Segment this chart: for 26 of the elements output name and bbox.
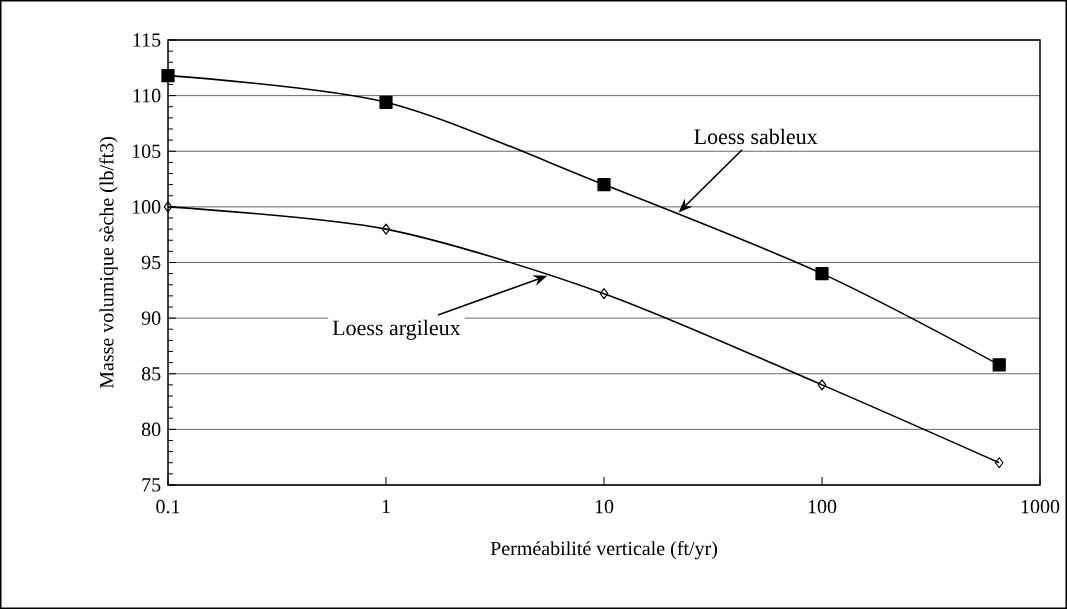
x-tick-label: 1000 <box>1021 499 1060 514</box>
point <box>599 288 609 300</box>
x-axis-title: Perméabilité verticale (ft/yr) <box>490 540 718 560</box>
x-tick-label: 10 <box>595 499 614 514</box>
x-tick-label: 1 <box>382 499 390 514</box>
point <box>597 178 611 192</box>
annotation: Loess argileux <box>332 319 461 340</box>
y-tick-label: 90 <box>141 311 161 325</box>
x-tick-label: 100 <box>808 499 837 514</box>
y-axis-title: Masse volumique sèche (lb/ft3) <box>99 136 118 389</box>
y-tick-label: 115 <box>133 33 161 47</box>
y-tick-label: 110 <box>133 88 161 103</box>
point <box>379 95 393 109</box>
y-tick-label: 100 <box>132 200 161 214</box>
point <box>817 379 827 391</box>
y-tick-label: 85 <box>141 366 161 381</box>
y-tick-label: 105 <box>132 144 161 158</box>
x-tick-label: 0.1 <box>156 499 180 514</box>
y-tick-label: 80 <box>141 422 161 437</box>
point <box>815 267 829 281</box>
point <box>161 68 175 83</box>
y-tick-label: 75 <box>142 478 161 492</box>
y-tick-label: 95 <box>141 255 161 270</box>
annotation: Loess sableux <box>694 128 818 145</box>
point <box>163 201 173 213</box>
point <box>381 223 391 235</box>
